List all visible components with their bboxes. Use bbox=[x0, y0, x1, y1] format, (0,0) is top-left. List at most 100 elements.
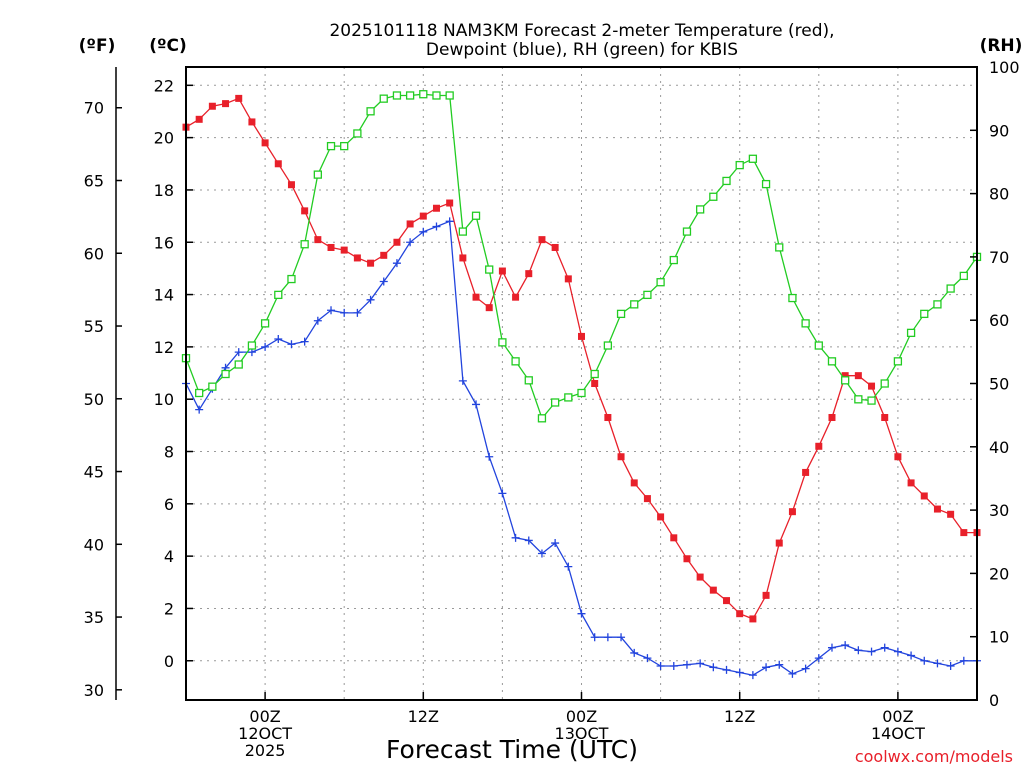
temperature-point bbox=[907, 479, 915, 487]
temperature-point bbox=[617, 453, 625, 461]
rh-point bbox=[287, 274, 296, 284]
temperature-point bbox=[643, 495, 651, 503]
time-tick-label: 2025 bbox=[245, 741, 286, 760]
rh-point bbox=[432, 91, 441, 100]
rh-point bbox=[630, 300, 639, 309]
rh-point bbox=[920, 309, 929, 319]
temperature-point bbox=[512, 293, 520, 301]
series-dewpoint bbox=[182, 217, 981, 680]
rh-tick-label: 90 bbox=[989, 121, 1009, 140]
dewpoint-point bbox=[313, 316, 322, 325]
rh-point bbox=[247, 341, 257, 350]
rh-point bbox=[445, 91, 454, 100]
temperature-point bbox=[683, 555, 691, 563]
fahrenheit-axis: 30 35 40 45 50 55 60 65 70 bbox=[84, 99, 122, 700]
temperature-point bbox=[538, 236, 546, 244]
series-rh bbox=[181, 90, 982, 423]
chart-title: 2025101118 NAM3KM Forecast 2-meter Tempe… bbox=[329, 21, 834, 41]
rh-tick-label: 70 bbox=[989, 248, 1009, 267]
celsius-tick-label: 14 bbox=[154, 286, 174, 305]
dewpoint-point bbox=[722, 665, 731, 674]
rh-point bbox=[366, 107, 375, 116]
rh-tick-label: 10 bbox=[989, 628, 1009, 647]
rh-point bbox=[906, 328, 916, 338]
temperature-point bbox=[393, 238, 401, 246]
time-tick-label: 12Z bbox=[408, 707, 439, 726]
temperature-point bbox=[960, 529, 968, 537]
temperature-point bbox=[775, 539, 783, 547]
celsius-tick-label: 18 bbox=[154, 181, 174, 200]
celsius-axis: 0 2 4 6 8 10 12 14 16 18 20 22 bbox=[154, 76, 193, 671]
temperature-point bbox=[894, 453, 902, 461]
chart-subtitle: Dewpoint (blue), RH (green) for KBIS bbox=[426, 40, 738, 60]
rh-point bbox=[353, 129, 362, 138]
rh-point bbox=[827, 357, 837, 366]
time-tick-label: 13OCT bbox=[555, 724, 609, 743]
temperature-point bbox=[419, 212, 427, 220]
rh-point bbox=[682, 227, 692, 236]
rh-point bbox=[208, 382, 217, 391]
temperature-point bbox=[828, 414, 836, 422]
temperature-point bbox=[670, 534, 678, 542]
dewpoint-point bbox=[880, 643, 889, 652]
temperature-point bbox=[933, 505, 941, 513]
dewpoint-point bbox=[696, 659, 705, 668]
temperature-point bbox=[604, 414, 612, 422]
dewpoint-point bbox=[682, 660, 691, 669]
rh-point bbox=[814, 341, 823, 350]
rh-point bbox=[801, 319, 810, 328]
fahrenheit-tick-label: 70 bbox=[84, 99, 104, 118]
temperature-point bbox=[815, 442, 823, 450]
temperature-point bbox=[841, 372, 849, 380]
rh-point bbox=[761, 179, 771, 189]
temperature-point bbox=[287, 181, 295, 189]
rh-point bbox=[933, 300, 942, 309]
temperature-point bbox=[314, 236, 322, 244]
dewpoint-point bbox=[472, 400, 481, 409]
dewpoint-point bbox=[537, 549, 546, 558]
temperature-point bbox=[222, 100, 230, 108]
celsius-tick-label: 20 bbox=[154, 129, 174, 148]
rh-point bbox=[669, 255, 678, 265]
rh-point bbox=[959, 271, 968, 281]
dewpoint-point bbox=[234, 348, 243, 357]
dewpoint-point bbox=[379, 277, 388, 286]
gridlines bbox=[186, 67, 977, 700]
rh-point bbox=[946, 284, 955, 293]
temperature-point bbox=[881, 414, 889, 422]
temperature-point bbox=[802, 468, 810, 476]
rh-point bbox=[709, 192, 718, 201]
rh-point bbox=[564, 393, 573, 402]
dewpoint-point bbox=[340, 308, 349, 317]
celsius-tick-label: 12 bbox=[154, 338, 174, 357]
rh-point bbox=[524, 376, 533, 385]
time-tick-label: 00Z bbox=[249, 707, 280, 726]
rh-point bbox=[379, 94, 388, 103]
dewpoint-point bbox=[959, 656, 968, 665]
dewpoint-point bbox=[788, 669, 797, 678]
temperature-point bbox=[380, 251, 388, 259]
dewpoint-point bbox=[511, 533, 520, 542]
temperature-point bbox=[749, 615, 757, 623]
rh-unit-label: (RH) bbox=[980, 36, 1023, 56]
rh-point bbox=[775, 243, 784, 252]
temperature-point bbox=[406, 220, 414, 228]
dewpoint-point bbox=[590, 633, 599, 642]
dewpoint-point bbox=[762, 663, 771, 672]
fahrenheit-tick-label: 40 bbox=[84, 535, 104, 554]
rh-point bbox=[498, 338, 507, 347]
dewpoint-point bbox=[814, 654, 823, 663]
temperature-point bbox=[485, 304, 493, 312]
temperature-point bbox=[446, 199, 454, 207]
rh-point bbox=[458, 227, 468, 236]
celsius-tick-label: 8 bbox=[164, 443, 174, 462]
rh-point bbox=[485, 265, 494, 274]
dewpoint-point bbox=[498, 489, 507, 498]
fahrenheit-tick-label: 65 bbox=[84, 172, 104, 191]
temperature-point bbox=[762, 591, 770, 599]
rh-point bbox=[748, 154, 758, 163]
dewpoint-point bbox=[907, 651, 916, 660]
rh-point bbox=[419, 90, 428, 99]
